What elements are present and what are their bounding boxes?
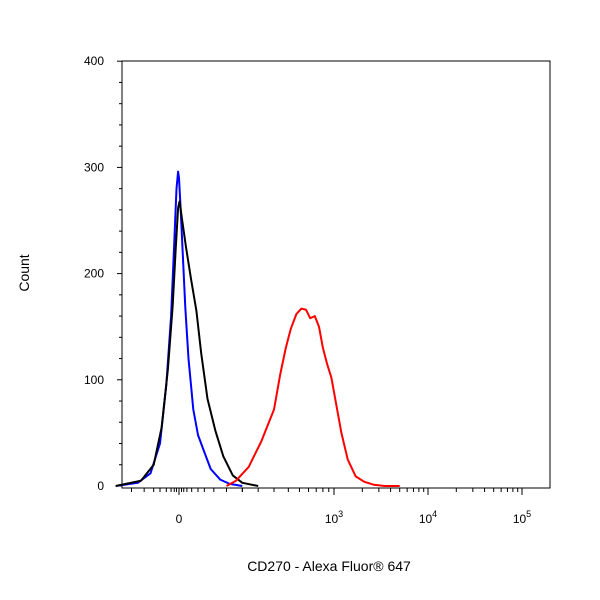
x-tick-label: 105 — [513, 509, 531, 526]
y-tick-label: 0 — [97, 479, 104, 493]
y-axis-title: Count — [16, 254, 32, 291]
x-tick-label: 103 — [325, 509, 343, 526]
x-tick-exponent: 3 — [338, 509, 343, 519]
y-tick-label: 400 — [84, 54, 104, 68]
x-tick-label: 104 — [419, 509, 437, 526]
histogram-series-1 — [115, 170, 243, 487]
x-axis: 0 103 104 105 — [131, 488, 531, 526]
x-tick-base: 10 — [513, 512, 527, 526]
plot-frame — [121, 60, 551, 489]
series-layer — [115, 170, 400, 487]
x-tick-label: 0 — [176, 512, 183, 526]
x-tick-base: 10 — [325, 512, 339, 526]
y-tick-label: 100 — [84, 373, 104, 387]
y-axis: 0 100 200 300 400 — [84, 54, 122, 493]
x-tick-exponent: 4 — [432, 509, 437, 519]
y-tick-label: 200 — [84, 267, 104, 281]
x-tick-base: 0 — [176, 512, 183, 526]
histogram-series-2 — [115, 200, 259, 487]
histogram-series-3 — [226, 307, 400, 487]
x-tick-exponent: 5 — [526, 509, 531, 519]
y-tick-label: 300 — [84, 160, 104, 174]
x-tick-base: 10 — [419, 512, 433, 526]
x-axis-title: CD270 - Alexa Fluor® 647 — [247, 558, 411, 574]
